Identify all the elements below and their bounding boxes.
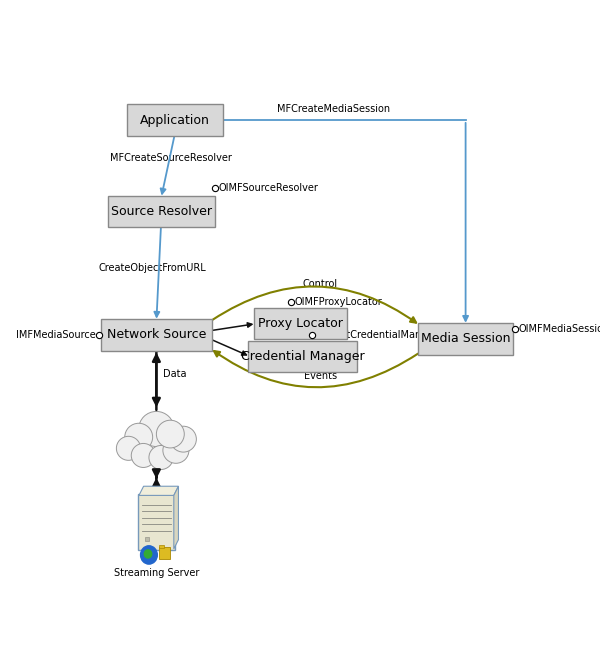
FancyBboxPatch shape — [418, 323, 513, 355]
Text: Application: Application — [140, 114, 210, 126]
Circle shape — [140, 546, 157, 564]
Polygon shape — [174, 486, 178, 549]
Text: MFCreateMediaSession: MFCreateMediaSession — [277, 104, 390, 114]
FancyBboxPatch shape — [145, 537, 149, 541]
Ellipse shape — [170, 426, 196, 452]
Ellipse shape — [116, 436, 140, 460]
FancyArrowPatch shape — [212, 286, 416, 323]
FancyBboxPatch shape — [158, 547, 170, 559]
FancyArrowPatch shape — [214, 351, 418, 387]
Text: Control: Control — [303, 278, 338, 288]
Text: Source Resolver: Source Resolver — [110, 205, 212, 218]
Ellipse shape — [157, 420, 184, 448]
Text: MFCreateSourceResolver: MFCreateSourceResolver — [110, 153, 232, 163]
Polygon shape — [139, 486, 178, 495]
Text: OIMFSourceResolver: OIMFSourceResolver — [218, 183, 318, 193]
Text: Events: Events — [304, 371, 337, 381]
Ellipse shape — [139, 411, 174, 447]
Text: OIMFProxyLocator: OIMFProxyLocator — [295, 297, 383, 307]
FancyBboxPatch shape — [254, 308, 347, 339]
Text: CreateObjectFromURL: CreateObjectFromURL — [98, 263, 206, 273]
Circle shape — [144, 550, 152, 558]
Ellipse shape — [125, 423, 152, 451]
FancyBboxPatch shape — [101, 319, 212, 350]
FancyBboxPatch shape — [107, 196, 215, 227]
FancyBboxPatch shape — [159, 545, 164, 548]
Text: Streaming Server: Streaming Server — [113, 568, 199, 578]
Text: Credential Manager: Credential Manager — [241, 350, 365, 363]
FancyBboxPatch shape — [138, 494, 175, 550]
Text: Media Session: Media Session — [421, 332, 511, 346]
Ellipse shape — [149, 446, 173, 469]
Text: Data: Data — [163, 369, 187, 379]
Text: IMFNetCredentialManager: IMFNetCredentialManager — [316, 330, 443, 340]
FancyBboxPatch shape — [127, 104, 223, 136]
Ellipse shape — [131, 444, 155, 467]
Text: Network Source: Network Source — [107, 329, 206, 341]
Ellipse shape — [163, 438, 189, 463]
Text: OIMFMediaSession: OIMFMediaSession — [518, 324, 600, 334]
Text: Proxy Locator: Proxy Locator — [258, 317, 343, 330]
Text: IMFMediaSource: IMFMediaSource — [16, 330, 95, 340]
FancyBboxPatch shape — [248, 342, 358, 372]
